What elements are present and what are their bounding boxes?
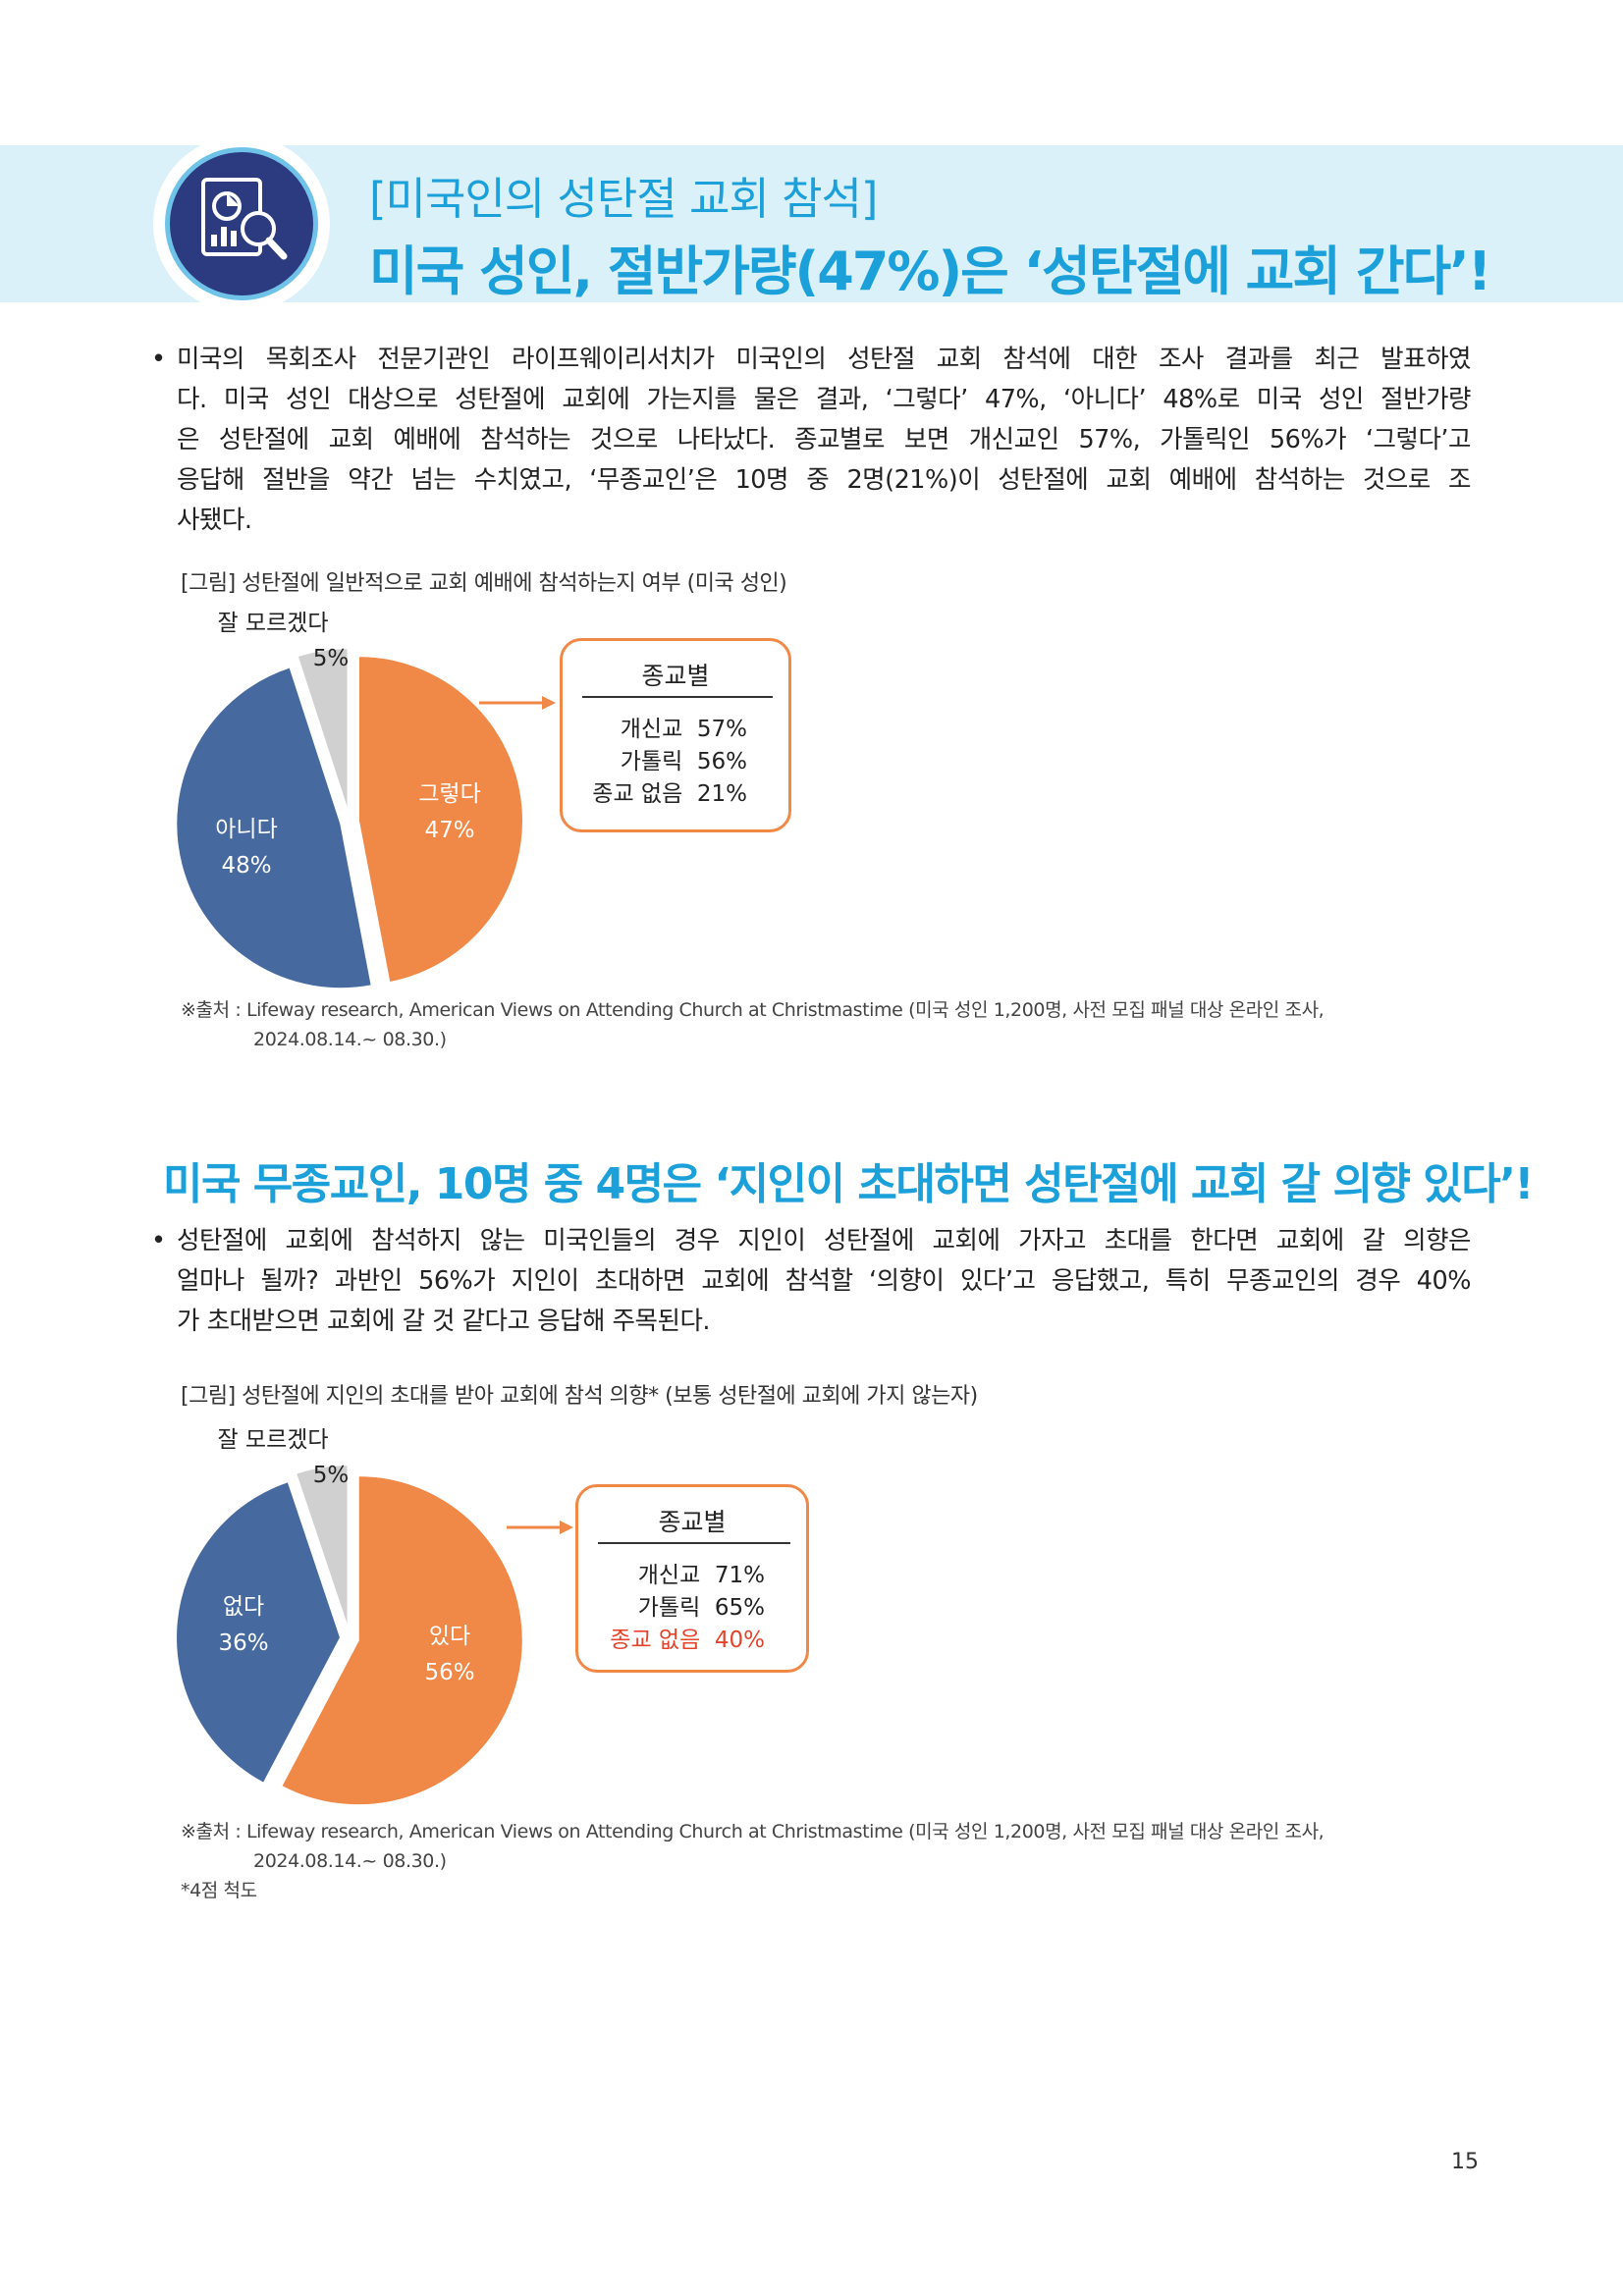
box-row-none: 종교 없음 40% xyxy=(610,1628,765,1653)
pie-slice-yes xyxy=(279,1474,524,1807)
section2-title: 미국 무종교인, 10명 중 4명은 ‘지인이 초대하면 성탄절에 교회 갈 의… xyxy=(163,1159,1535,1209)
box-divider xyxy=(582,696,773,698)
pie-label-dontknow: 잘 모르겠다 xyxy=(217,611,328,636)
paragraph-line: 성탄절에 교회에 참석하지 않는 미국인들의 경우 지인이 성탄절에 교회에 가… xyxy=(177,1226,1472,1255)
paragraph-line: 응답해 절반을 약간 넘는 수치였고, ‘무종교인’은 10명 중 2명(21%… xyxy=(177,465,1472,495)
religion-box-2: 종교별 개신교 71% 가톨릭 65% 종교 없음 40% xyxy=(575,1484,809,1673)
arrow-right-icon xyxy=(479,696,556,710)
source-line: ※출처 : Lifeway research, American Views o… xyxy=(181,1821,1325,1842)
religion-box-1: 종교별 개신교 57% 가톨릭 56% 종교 없음 21% xyxy=(560,638,791,832)
box-row-none: 종교 없음 21% xyxy=(592,781,747,807)
bullet: • xyxy=(151,1226,166,1255)
pie-chart-2: 잘 모르겠다 5% 있다 56% 없다 36% xyxy=(175,1427,524,1807)
box-row-protestant: 개신교 71% xyxy=(637,1563,765,1588)
bullet: • xyxy=(151,345,166,374)
pie-label-no: 아니다 xyxy=(215,817,277,842)
pie-value-no: 48% xyxy=(221,853,271,879)
box-row-catholic: 가톨릭 65% xyxy=(637,1595,765,1621)
report-magnifier-icon xyxy=(165,147,318,300)
pie-slice-dontknow xyxy=(294,1464,350,1630)
box-title: 종교별 xyxy=(641,662,710,690)
section1-paragraph: • 미국의 목회조사 전문기관인 라이프웨이리서치가 미국인의 성탄절 교회 참… xyxy=(151,340,1472,541)
header-kicker: [미국인의 성탄절 교회 참석] xyxy=(369,173,878,225)
pie-label-no: 없다 xyxy=(223,1594,264,1620)
pie-chart-1: 잘 모르겠다 5% 그렇다 47% 아니다 48% xyxy=(175,611,524,990)
source-line: 2024.08.14.~ 08.30.) xyxy=(253,1850,447,1872)
source-line: 2024.08.14.~ 08.30.) xyxy=(253,1029,447,1050)
pie-label-yes: 그렇다 xyxy=(418,781,480,807)
box-row-catholic: 가톨릭 56% xyxy=(620,749,747,774)
paragraph-line: 얼마나 될까? 과반인 56%가 지인이 초대하면 교회에 참석할 ‘의향이 있… xyxy=(177,1266,1472,1296)
pie-slice-no xyxy=(175,666,373,990)
paragraph-line: 미국의 목회조사 전문기관인 라이프웨이리서치가 미국인의 성탄절 교회 참석에… xyxy=(177,345,1472,374)
pie-value-dontknow: 5% xyxy=(313,646,350,671)
pie-slice-dontknow xyxy=(296,647,350,814)
pie-label-yes: 있다 xyxy=(429,1624,470,1649)
section2-paragraph: • 성탄절에 교회에 참석하지 않는 미국인들의 경우 지인이 성탄절에 교회에… xyxy=(151,1221,1472,1342)
pie-value-dontknow: 5% xyxy=(313,1463,350,1488)
source-line: ※출처 : Lifeway research, American Views o… xyxy=(181,999,1325,1021)
pie-value-yes: 56% xyxy=(424,1660,474,1685)
box-divider xyxy=(598,1542,790,1544)
page-number: 15 xyxy=(1451,2150,1479,2174)
paragraph-line: 가 초대받으면 교회에 갈 것 같다고 응답해 주목된다. xyxy=(177,1307,711,1336)
paragraph-line: 사됐다. xyxy=(177,506,252,535)
arrow-right-icon xyxy=(507,1521,573,1534)
box-title: 종교별 xyxy=(658,1508,727,1536)
paragraph-line: 다. 미국 성인 대상으로 성탄절에 교회에 가는지를 물은 결과, ‘그렇다’… xyxy=(177,385,1472,414)
figure-caption: [그림] 성탄절에 지인의 초대를 받아 교회에 참석 의향* (보통 성탄절에… xyxy=(181,1384,978,1409)
pie-slice-yes xyxy=(356,655,524,985)
footnote: *4점 척도 xyxy=(181,1880,257,1901)
paragraph-line: 은 성탄절에 교회 예배에 참석하는 것으로 나타났다. 종교별로 보면 개신교… xyxy=(177,425,1472,454)
figure-caption: [그림] 성탄절에 일반적으로 교회 예배에 참석하는지 여부 (미국 성인) xyxy=(181,571,787,596)
pie-slice-no xyxy=(175,1479,343,1786)
pie-value-yes: 47% xyxy=(424,818,474,843)
pie-label-dontknow: 잘 모르겠다 xyxy=(217,1427,328,1453)
header-headline: 미국 성인, 절반가량(47%)은 ‘성탄절에 교회 간다’! xyxy=(369,240,1491,302)
pie-value-no: 36% xyxy=(218,1630,268,1656)
box-row-protestant: 개신교 57% xyxy=(620,717,747,742)
